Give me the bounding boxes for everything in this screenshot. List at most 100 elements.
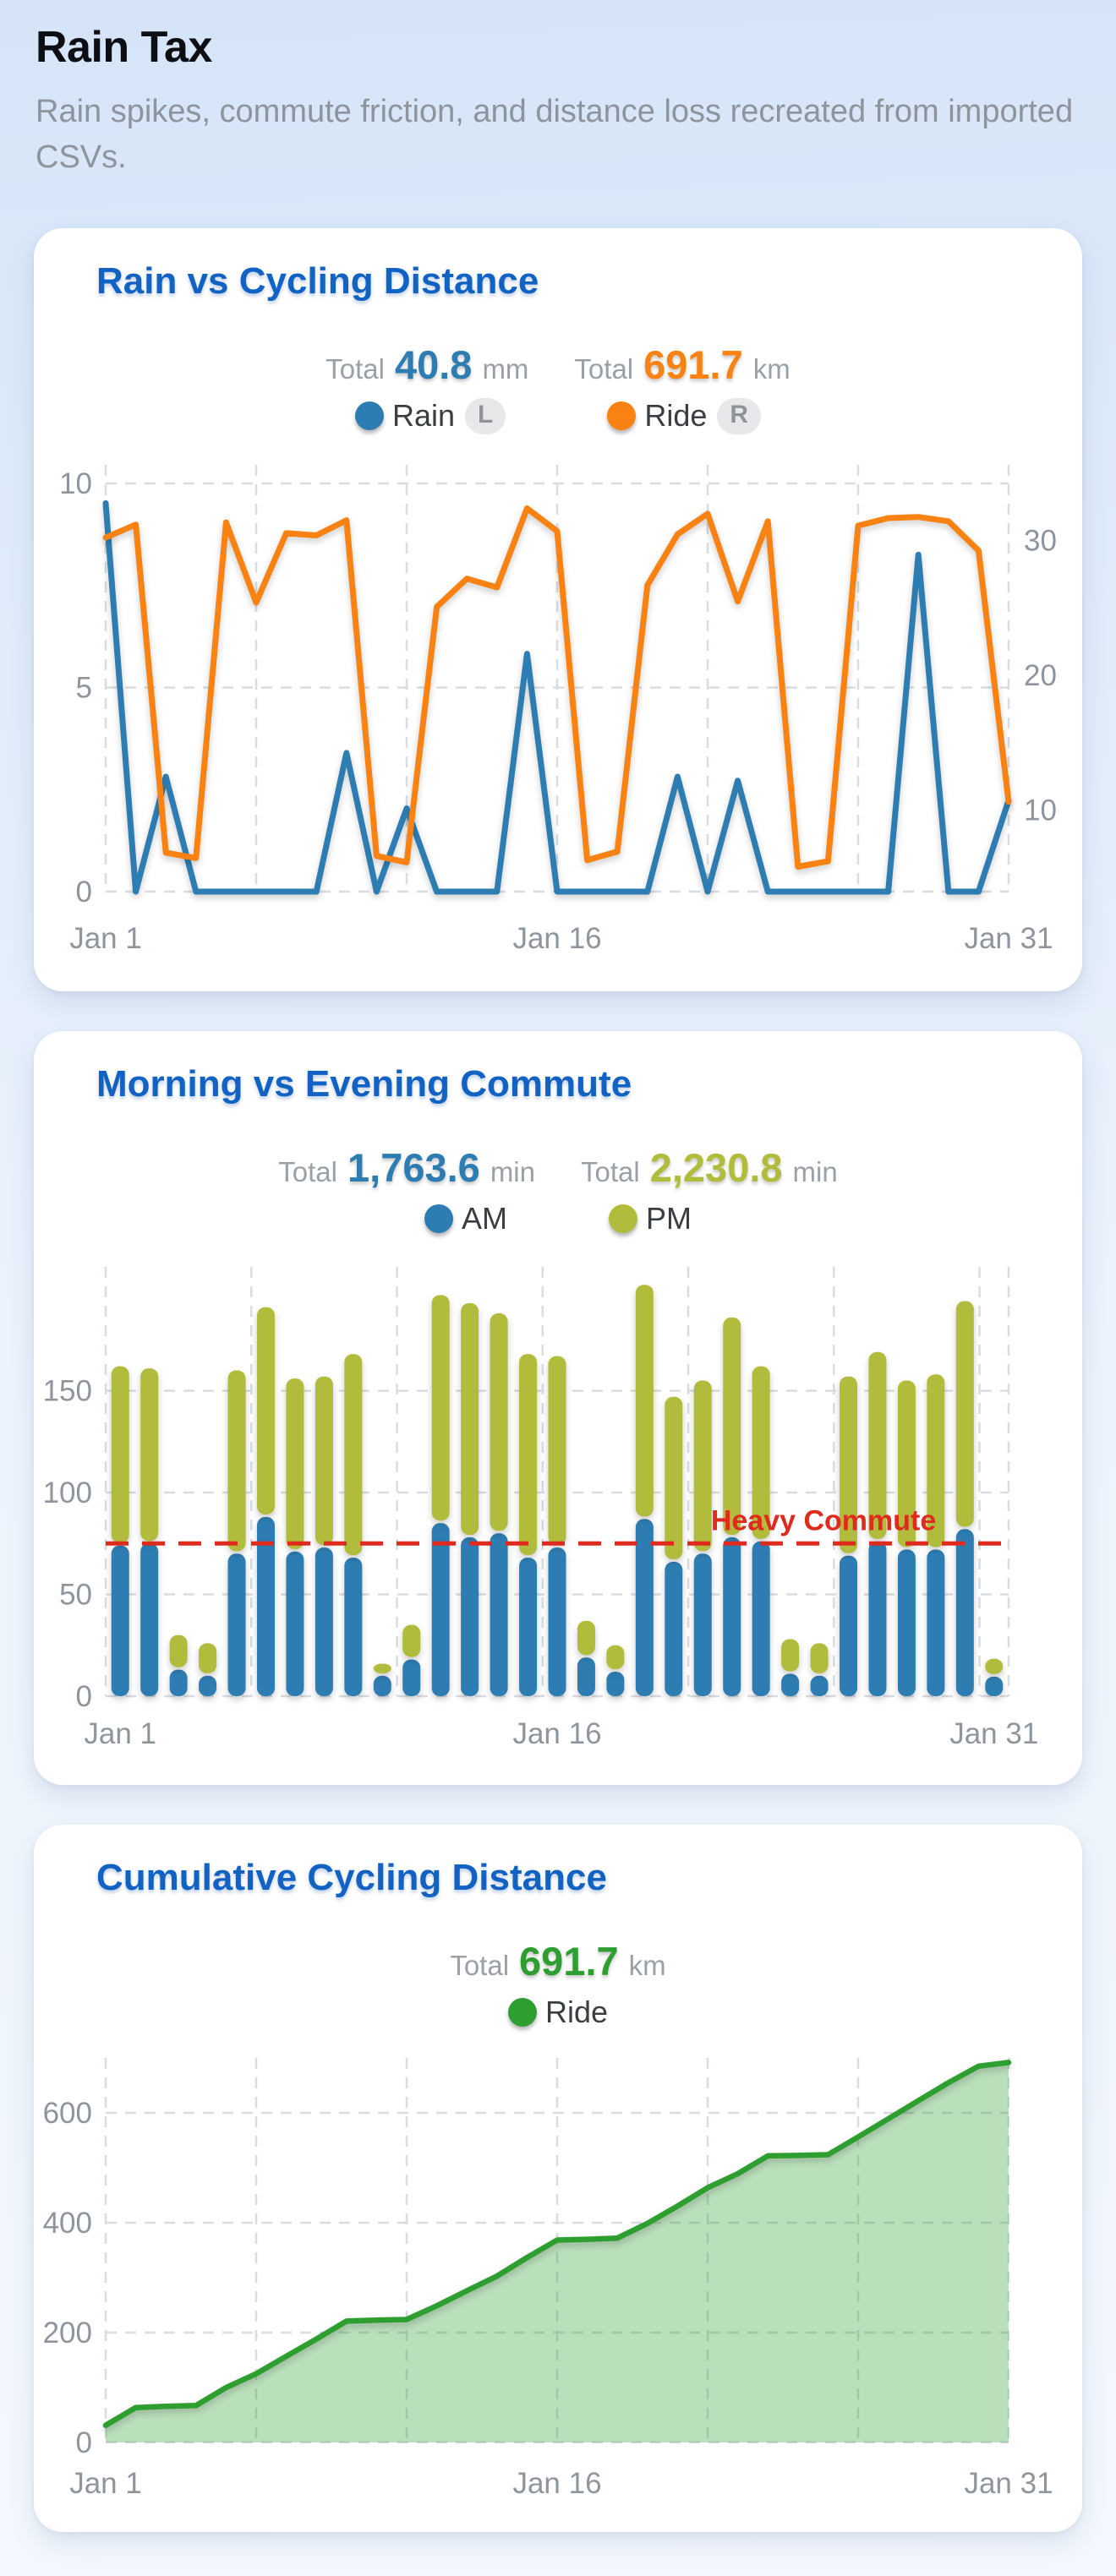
rain-vs-ride-chart[interactable]: 0 5 10 10 20 30 Jan 1 Jan 16 Jan 31: [34, 441, 1082, 969]
am-bar[interactable]: [227, 1553, 246, 1696]
x-axis-tick: Jan 1: [69, 922, 142, 955]
pm-bar[interactable]: [810, 1643, 829, 1673]
am-bar[interactable]: [461, 1536, 479, 1696]
am-bar[interactable]: [111, 1545, 129, 1696]
card-cumulative: Cumulative Cycling Distance Total 691.7 …: [34, 1824, 1082, 2532]
pm-bar[interactable]: [286, 1378, 304, 1549]
pm-bar[interactable]: [227, 1370, 246, 1552]
am-bar[interactable]: [693, 1553, 712, 1696]
cumulative-chart[interactable]: 0 200 400 600 Jan 1 Jan 16 Jan 31: [34, 2037, 1082, 2510]
am-bar[interactable]: [256, 1516, 275, 1696]
pm-bar[interactable]: [781, 1639, 800, 1672]
x-axis-tick: Jan 31: [964, 922, 1053, 955]
am-bar[interactable]: [897, 1549, 916, 1696]
am-bar[interactable]: [665, 1561, 683, 1696]
rain-total-value: 40.8: [394, 341, 473, 387]
commute-chart[interactable]: 0 50 100 150 Heavy Commute Jan 1 Jan 16 Jan 31: [34, 1243, 1082, 1763]
total-label: Total: [581, 1155, 640, 1187]
am-bar[interactable]: [519, 1558, 538, 1696]
pm-bar[interactable]: [606, 1645, 625, 1669]
pm-bar[interactable]: [315, 1376, 333, 1546]
cumulative-ride-legend-dot: [507, 1997, 537, 2027]
pm-bar[interactable]: [665, 1396, 683, 1559]
right-axis-tick: 10: [1024, 794, 1057, 827]
ride-total-value: 691.7: [643, 341, 743, 387]
cumulative-total-unit: km: [628, 1949, 666, 1981]
pm-bar[interactable]: [693, 1380, 712, 1552]
pm-bar[interactable]: [256, 1307, 275, 1514]
pm-bar[interactable]: [140, 1367, 159, 1542]
am-bar[interactable]: [927, 1549, 945, 1696]
pm-total-unit: min: [792, 1155, 838, 1187]
cumulative-line[interactable]: [102, 2060, 1012, 2428]
pm-bar[interactable]: [897, 1380, 916, 1547]
card3-totals: Total 691.7 km: [34, 1938, 1082, 1984]
pm-bar[interactable]: [723, 1317, 741, 1535]
x-axis-tick: Jan 31: [964, 2467, 1053, 2500]
pm-bar[interactable]: [752, 1366, 770, 1539]
ride-total: Total 691.7 km: [574, 341, 790, 388]
am-bar[interactable]: [548, 1547, 566, 1696]
am-bar[interactable]: [752, 1541, 770, 1696]
am-bar[interactable]: [723, 1536, 741, 1696]
left-axis-tick: 5: [76, 671, 92, 704]
pm-bar[interactable]: [840, 1376, 858, 1553]
am-bar[interactable]: [402, 1659, 421, 1696]
pm-bar[interactable]: [868, 1351, 887, 1539]
am-bar[interactable]: [373, 1675, 391, 1696]
pm-bar[interactable]: [373, 1663, 391, 1673]
ride-line[interactable]: [102, 505, 1012, 870]
am-bar[interactable]: [985, 1676, 1004, 1696]
y-axis-tick: 0: [76, 1680, 92, 1713]
am-bar[interactable]: [781, 1673, 800, 1696]
rain-legend-dot: [354, 401, 384, 431]
rain-total: Total 40.8 mm: [326, 341, 528, 388]
rain-total-unit: mm: [482, 352, 529, 385]
legend-item-cumulative-ride[interactable]: Ride: [507, 1995, 608, 2030]
am-bar[interactable]: [955, 1529, 974, 1696]
legend-item-pm[interactable]: PM: [609, 1201, 692, 1236]
am-bar[interactable]: [199, 1675, 217, 1696]
y-axis-tick: 600: [43, 2097, 92, 2130]
card2-totals: Total 1,763.6 min Total 2,230.8 min: [34, 1144, 1082, 1191]
am-bar[interactable]: [606, 1671, 625, 1696]
pm-bar[interactable]: [344, 1354, 363, 1556]
y-axis-tick: 0: [76, 2426, 92, 2459]
legend-item-ride[interactable]: Ride R: [607, 397, 762, 434]
left-axis-tick: 10: [59, 467, 92, 500]
am-bar[interactable]: [286, 1551, 304, 1696]
am-bar[interactable]: [315, 1547, 333, 1696]
pm-bar[interactable]: [577, 1620, 595, 1656]
am-bar[interactable]: [868, 1541, 887, 1696]
pm-bar[interactable]: [490, 1313, 508, 1531]
pm-bar[interactable]: [402, 1624, 421, 1657]
pm-bar[interactable]: [199, 1643, 217, 1673]
pm-bar[interactable]: [169, 1635, 188, 1667]
pm-bar[interactable]: [955, 1301, 974, 1527]
ride-legend-label: Ride: [644, 398, 708, 434]
am-bar[interactable]: [344, 1558, 363, 1696]
am-total-value: 1,763.6: [347, 1144, 480, 1190]
am-bar[interactable]: [169, 1669, 188, 1696]
rain-line[interactable]: [102, 499, 1012, 895]
am-bar[interactable]: [431, 1523, 450, 1696]
pm-bar[interactable]: [548, 1356, 566, 1546]
pm-bars: [111, 1285, 1004, 1674]
am-bar[interactable]: [810, 1675, 829, 1696]
am-bar[interactable]: [140, 1543, 159, 1696]
pm-bar[interactable]: [461, 1302, 479, 1535]
total-label: Total: [326, 352, 385, 385]
am-bar[interactable]: [577, 1657, 595, 1696]
am-bar[interactable]: [635, 1519, 654, 1696]
pm-bar[interactable]: [111, 1366, 129, 1543]
pm-bar[interactable]: [431, 1295, 450, 1521]
am-bar[interactable]: [840, 1555, 858, 1696]
pm-bar[interactable]: [985, 1658, 1004, 1674]
legend-item-rain[interactable]: Rain L: [354, 397, 506, 434]
am-bar[interactable]: [490, 1533, 508, 1696]
am-total: Total 1,763.6 min: [278, 1144, 535, 1191]
legend-item-am[interactable]: AM: [424, 1201, 507, 1236]
pm-bar[interactable]: [635, 1285, 654, 1517]
pm-bar[interactable]: [927, 1374, 945, 1547]
pm-bar[interactable]: [519, 1354, 538, 1556]
